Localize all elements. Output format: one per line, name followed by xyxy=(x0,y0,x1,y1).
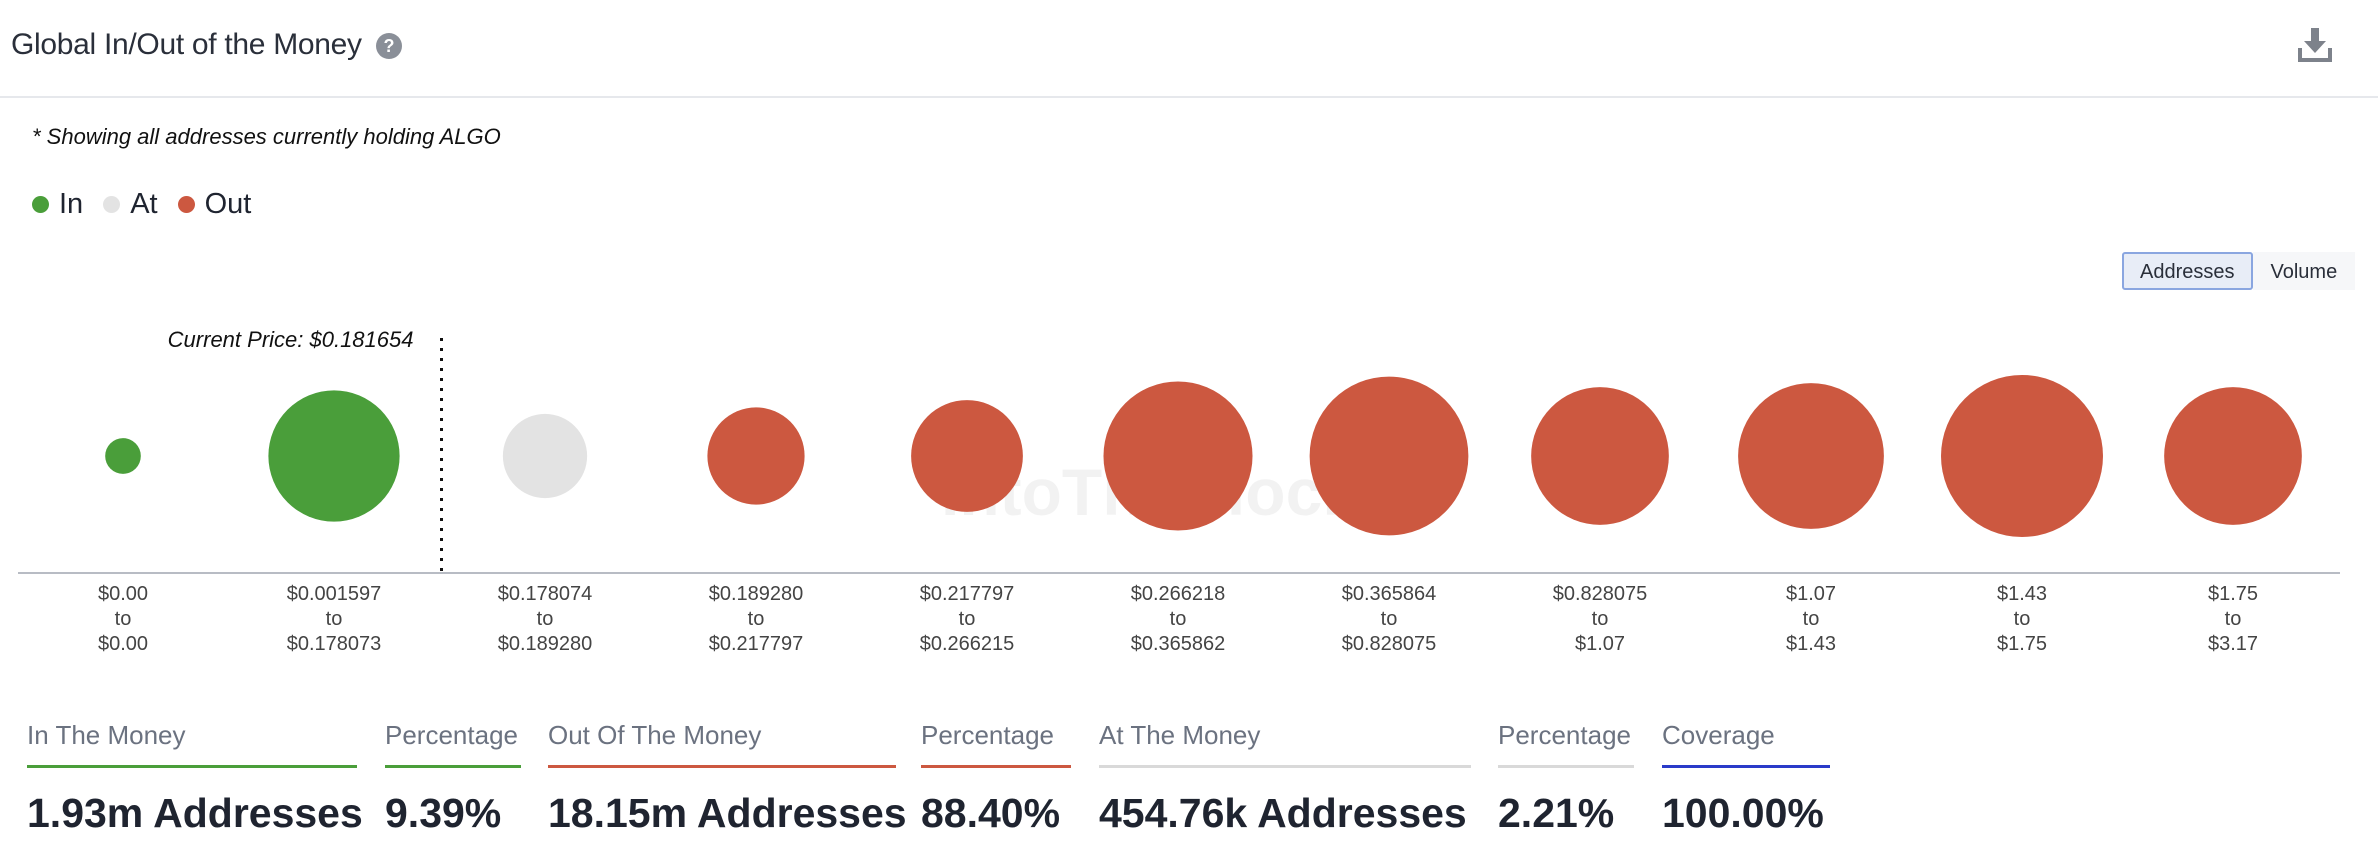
stat-at-percentage: Percentage 2.21% xyxy=(1498,720,1634,837)
stats-panel: In The Money 1.93m Addresses Percentage … xyxy=(0,720,2378,862)
stat-label: Percentage xyxy=(385,720,521,768)
chart-legend: In At Out xyxy=(32,188,251,221)
bubble-out-6[interactable] xyxy=(1309,376,1469,536)
legend-dot-in xyxy=(32,196,49,213)
tick-label: $0.001597 xyxy=(287,583,382,605)
tick-label: $0.189280 xyxy=(709,583,804,605)
tick-connector: to xyxy=(1592,608,1609,630)
stat-value: 100.00% xyxy=(1662,790,1824,836)
stat-value: 18.15m Addresses xyxy=(548,790,907,836)
tick-label: $0.178074 xyxy=(498,583,593,605)
legend-label-out: Out xyxy=(204,188,252,220)
legend-item-in[interactable]: In xyxy=(32,188,83,221)
tick-label: $0.365862 xyxy=(1131,633,1226,655)
stat-out-of-the-money: Out Of The Money 18.15m Addresses xyxy=(548,720,907,837)
tick-connector: to xyxy=(959,608,976,630)
holding-note: * Showing all addresses currently holdin… xyxy=(32,124,501,149)
stat-out-percentage: Percentage 88.40% xyxy=(921,720,1071,837)
legend-item-out[interactable]: Out xyxy=(177,188,252,221)
addresses-toggle-button[interactable]: Addresses xyxy=(2122,252,2253,290)
tick-connector: to xyxy=(1803,608,1820,630)
current-price-label: Current Price: $0.181654 xyxy=(168,327,414,352)
bubble-out-5[interactable] xyxy=(1103,381,1253,531)
tick-label: $0.00 xyxy=(98,583,148,605)
stat-label: Percentage xyxy=(1498,720,1634,768)
stat-value: 9.39% xyxy=(385,790,502,836)
tick-label: $0.00 xyxy=(98,633,148,655)
tick-label: $0.217797 xyxy=(709,633,804,655)
stat-coverage: Coverage 100.00% xyxy=(1662,720,1830,837)
tick-connector: to xyxy=(537,608,554,630)
stat-value: 1.93m Addresses xyxy=(27,790,363,836)
tick-connector: to xyxy=(326,608,343,630)
volume-toggle-button[interactable]: Volume xyxy=(2252,252,2356,290)
tick-connector: to xyxy=(2225,608,2242,630)
tick-label: $1.43 xyxy=(1786,633,1836,655)
stat-label: In The Money xyxy=(27,720,357,768)
tick-connector: to xyxy=(1381,608,1398,630)
legend-item-at[interactable]: At xyxy=(103,188,158,221)
tick-label: $1.07 xyxy=(1575,633,1625,655)
legend-label-in: In xyxy=(59,188,84,220)
bubble-at-2[interactable] xyxy=(502,413,588,499)
tick-label: $0.189280 xyxy=(498,633,593,655)
stat-label: Coverage xyxy=(1662,720,1830,768)
metric-toggle: Addresses Volume xyxy=(2122,252,2356,290)
stat-in-the-money: In The Money 1.93m Addresses xyxy=(27,720,363,837)
tick-label: $0.365864 xyxy=(1342,583,1437,605)
tick-label: $0.266218 xyxy=(1131,583,1226,605)
stat-value: 2.21% xyxy=(1498,790,1615,836)
bubble-out-10[interactable] xyxy=(2164,387,2302,525)
bubble-out-3[interactable] xyxy=(707,407,805,505)
svg-text:?: ? xyxy=(384,36,395,56)
help-icon[interactable]: ? xyxy=(375,32,403,60)
tick-connector: to xyxy=(748,608,765,630)
tick-label: $1.75 xyxy=(1997,633,2047,655)
legend-dot-out xyxy=(177,196,195,213)
tick-label: $0.266215 xyxy=(920,633,1015,655)
bubble-out-4[interactable] xyxy=(911,400,1023,512)
tick-label: $0.828075 xyxy=(1342,633,1437,655)
tick-label: $0.217797 xyxy=(920,583,1015,605)
tick-connector: to xyxy=(2014,608,2031,630)
bubble-out-9[interactable] xyxy=(1941,375,2103,537)
tick-label: $0.828075 xyxy=(1553,583,1648,605)
bubble-in-1[interactable] xyxy=(268,390,400,522)
tick-label: $1.07 xyxy=(1786,583,1836,605)
tick-label: $1.43 xyxy=(1997,583,2047,605)
stat-value: 454.76k Addresses xyxy=(1099,790,1467,836)
stat-label: Percentage xyxy=(921,720,1071,768)
stat-value: 88.40% xyxy=(921,790,1061,836)
tick-label: $3.17 xyxy=(2208,633,2258,655)
tick-connector: to xyxy=(115,608,132,630)
tick-label: $1.75 xyxy=(2208,583,2258,605)
stat-in-percentage: Percentage 9.39% xyxy=(385,720,521,837)
download-icon[interactable] xyxy=(2297,26,2333,64)
legend-dot-at xyxy=(103,196,121,213)
bubble-chart: IntoTheBlock$0.00to$0.00$0.001597to$0.17… xyxy=(18,327,2340,655)
tick-connector: to xyxy=(1170,608,1187,630)
stat-label: Out Of The Money xyxy=(548,720,896,768)
legend-label-at: At xyxy=(130,188,158,220)
bubble-out-8[interactable] xyxy=(1738,383,1884,529)
chart-header: Global In/Out of the Money ? xyxy=(0,0,2378,98)
bubble-in-0[interactable] xyxy=(105,438,141,474)
page-title: Global In/Out of the Money xyxy=(11,28,362,61)
stat-at-the-money: At The Money 454.76k Addresses xyxy=(1099,720,1471,837)
tick-label: $0.178073 xyxy=(287,633,382,655)
bubble-out-7[interactable] xyxy=(1531,387,1669,525)
stat-label: At The Money xyxy=(1099,720,1471,768)
